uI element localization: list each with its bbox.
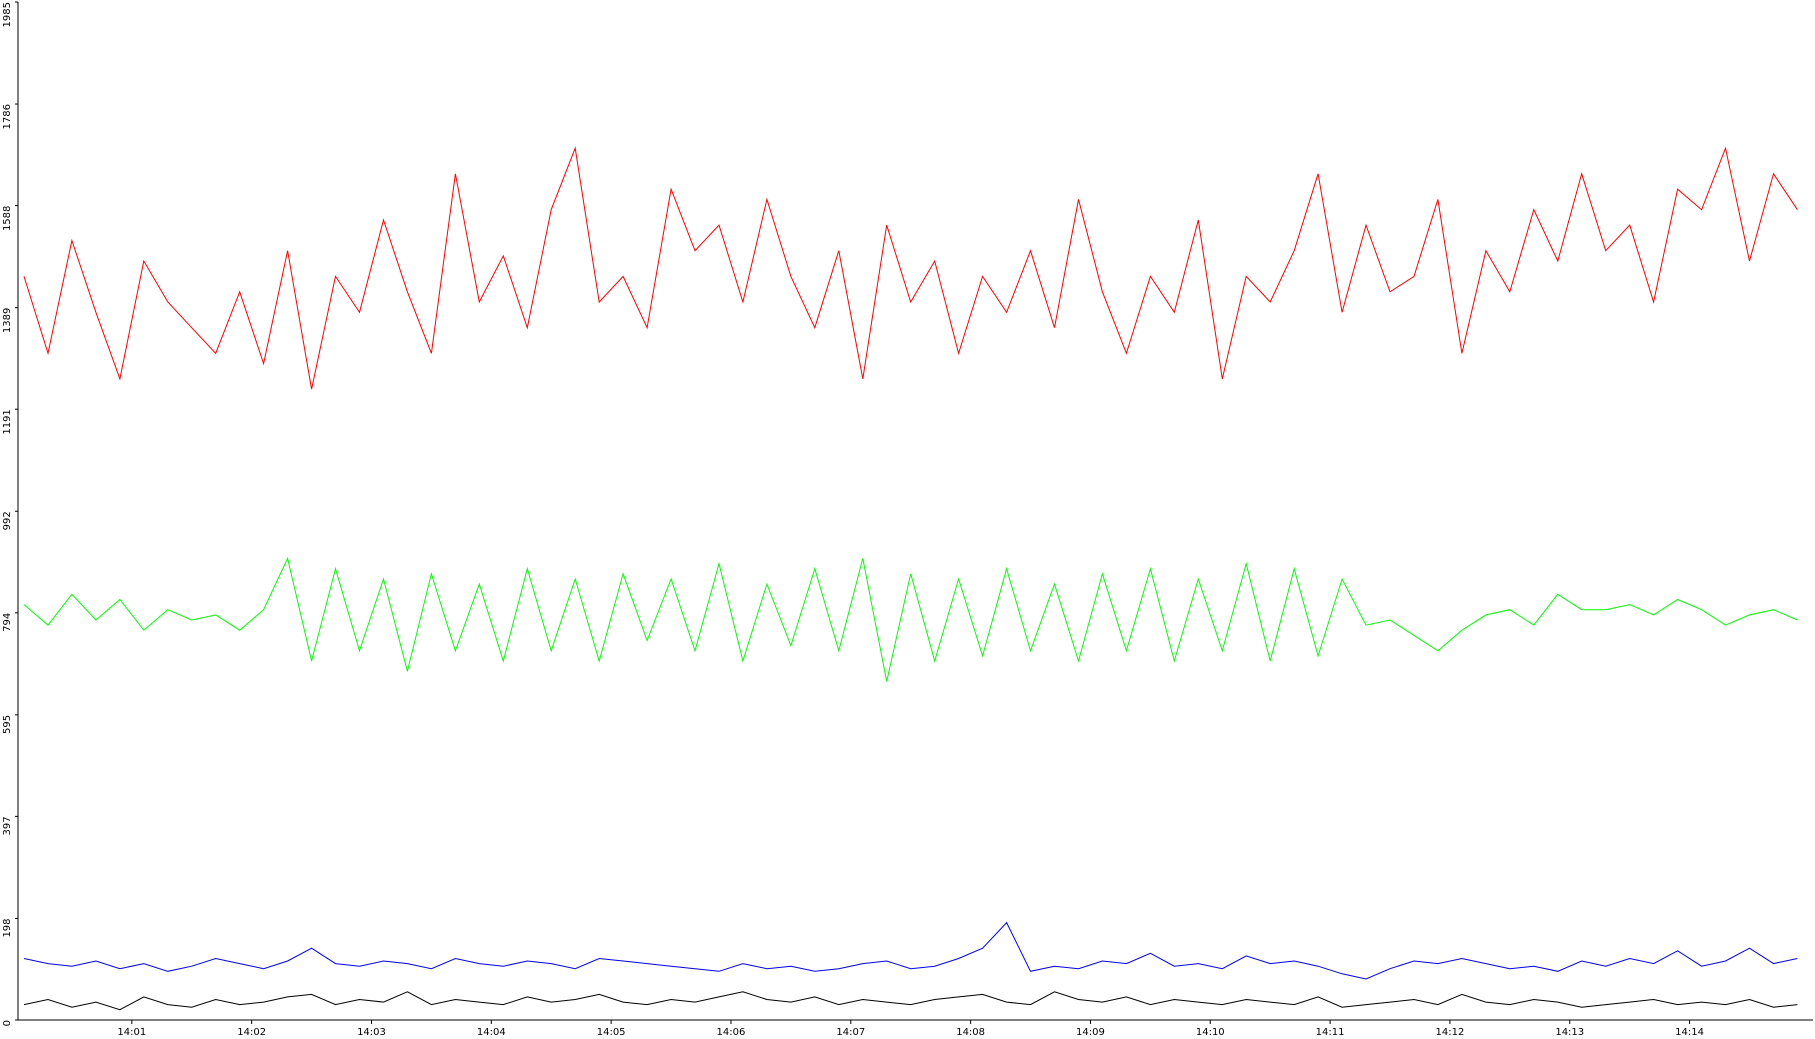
x-tick-label: 14:12 <box>1436 1027 1465 1038</box>
x-tick-label: 14:09 <box>1076 1027 1105 1038</box>
x-tick-label: 14:03 <box>357 1027 386 1038</box>
series-line <box>23 991 1798 1011</box>
y-tick-label: 1191 <box>2 409 13 434</box>
y-tick-label: 0 <box>2 1020 13 1026</box>
x-tick-label: 14:10 <box>1196 1027 1225 1038</box>
y-tick-label: 992 <box>2 511 13 530</box>
y-tick-label: 1389 <box>2 308 13 333</box>
y-tick-label: 595 <box>2 715 13 734</box>
y-tick-label: 794 <box>2 613 13 632</box>
y-tick-label: 1588 <box>2 206 13 231</box>
x-tick-label: 14:04 <box>477 1027 506 1038</box>
y-tick-label: 1985 <box>2 2 13 27</box>
x-tick-label: 14:11 <box>1316 1027 1345 1038</box>
x-tick-label: 14:07 <box>836 1027 865 1038</box>
x-tick-label: 14:14 <box>1675 1027 1704 1038</box>
y-tick-label: 397 <box>2 816 13 835</box>
x-tick-label: 14:01 <box>117 1027 146 1038</box>
x-tick-label: 14:08 <box>956 1027 985 1038</box>
series-line <box>23 146 1798 390</box>
y-tick-label: 1786 <box>2 104 13 129</box>
x-tick-label: 14:02 <box>237 1027 266 1038</box>
y-tick-label: 198 <box>2 918 13 937</box>
x-tick-label: 14:06 <box>717 1027 746 1038</box>
series-line <box>23 921 1798 980</box>
x-tick-label: 14:05 <box>597 1027 626 1038</box>
series-line <box>23 556 1798 682</box>
x-tick-label: 14:13 <box>1555 1027 1584 1038</box>
